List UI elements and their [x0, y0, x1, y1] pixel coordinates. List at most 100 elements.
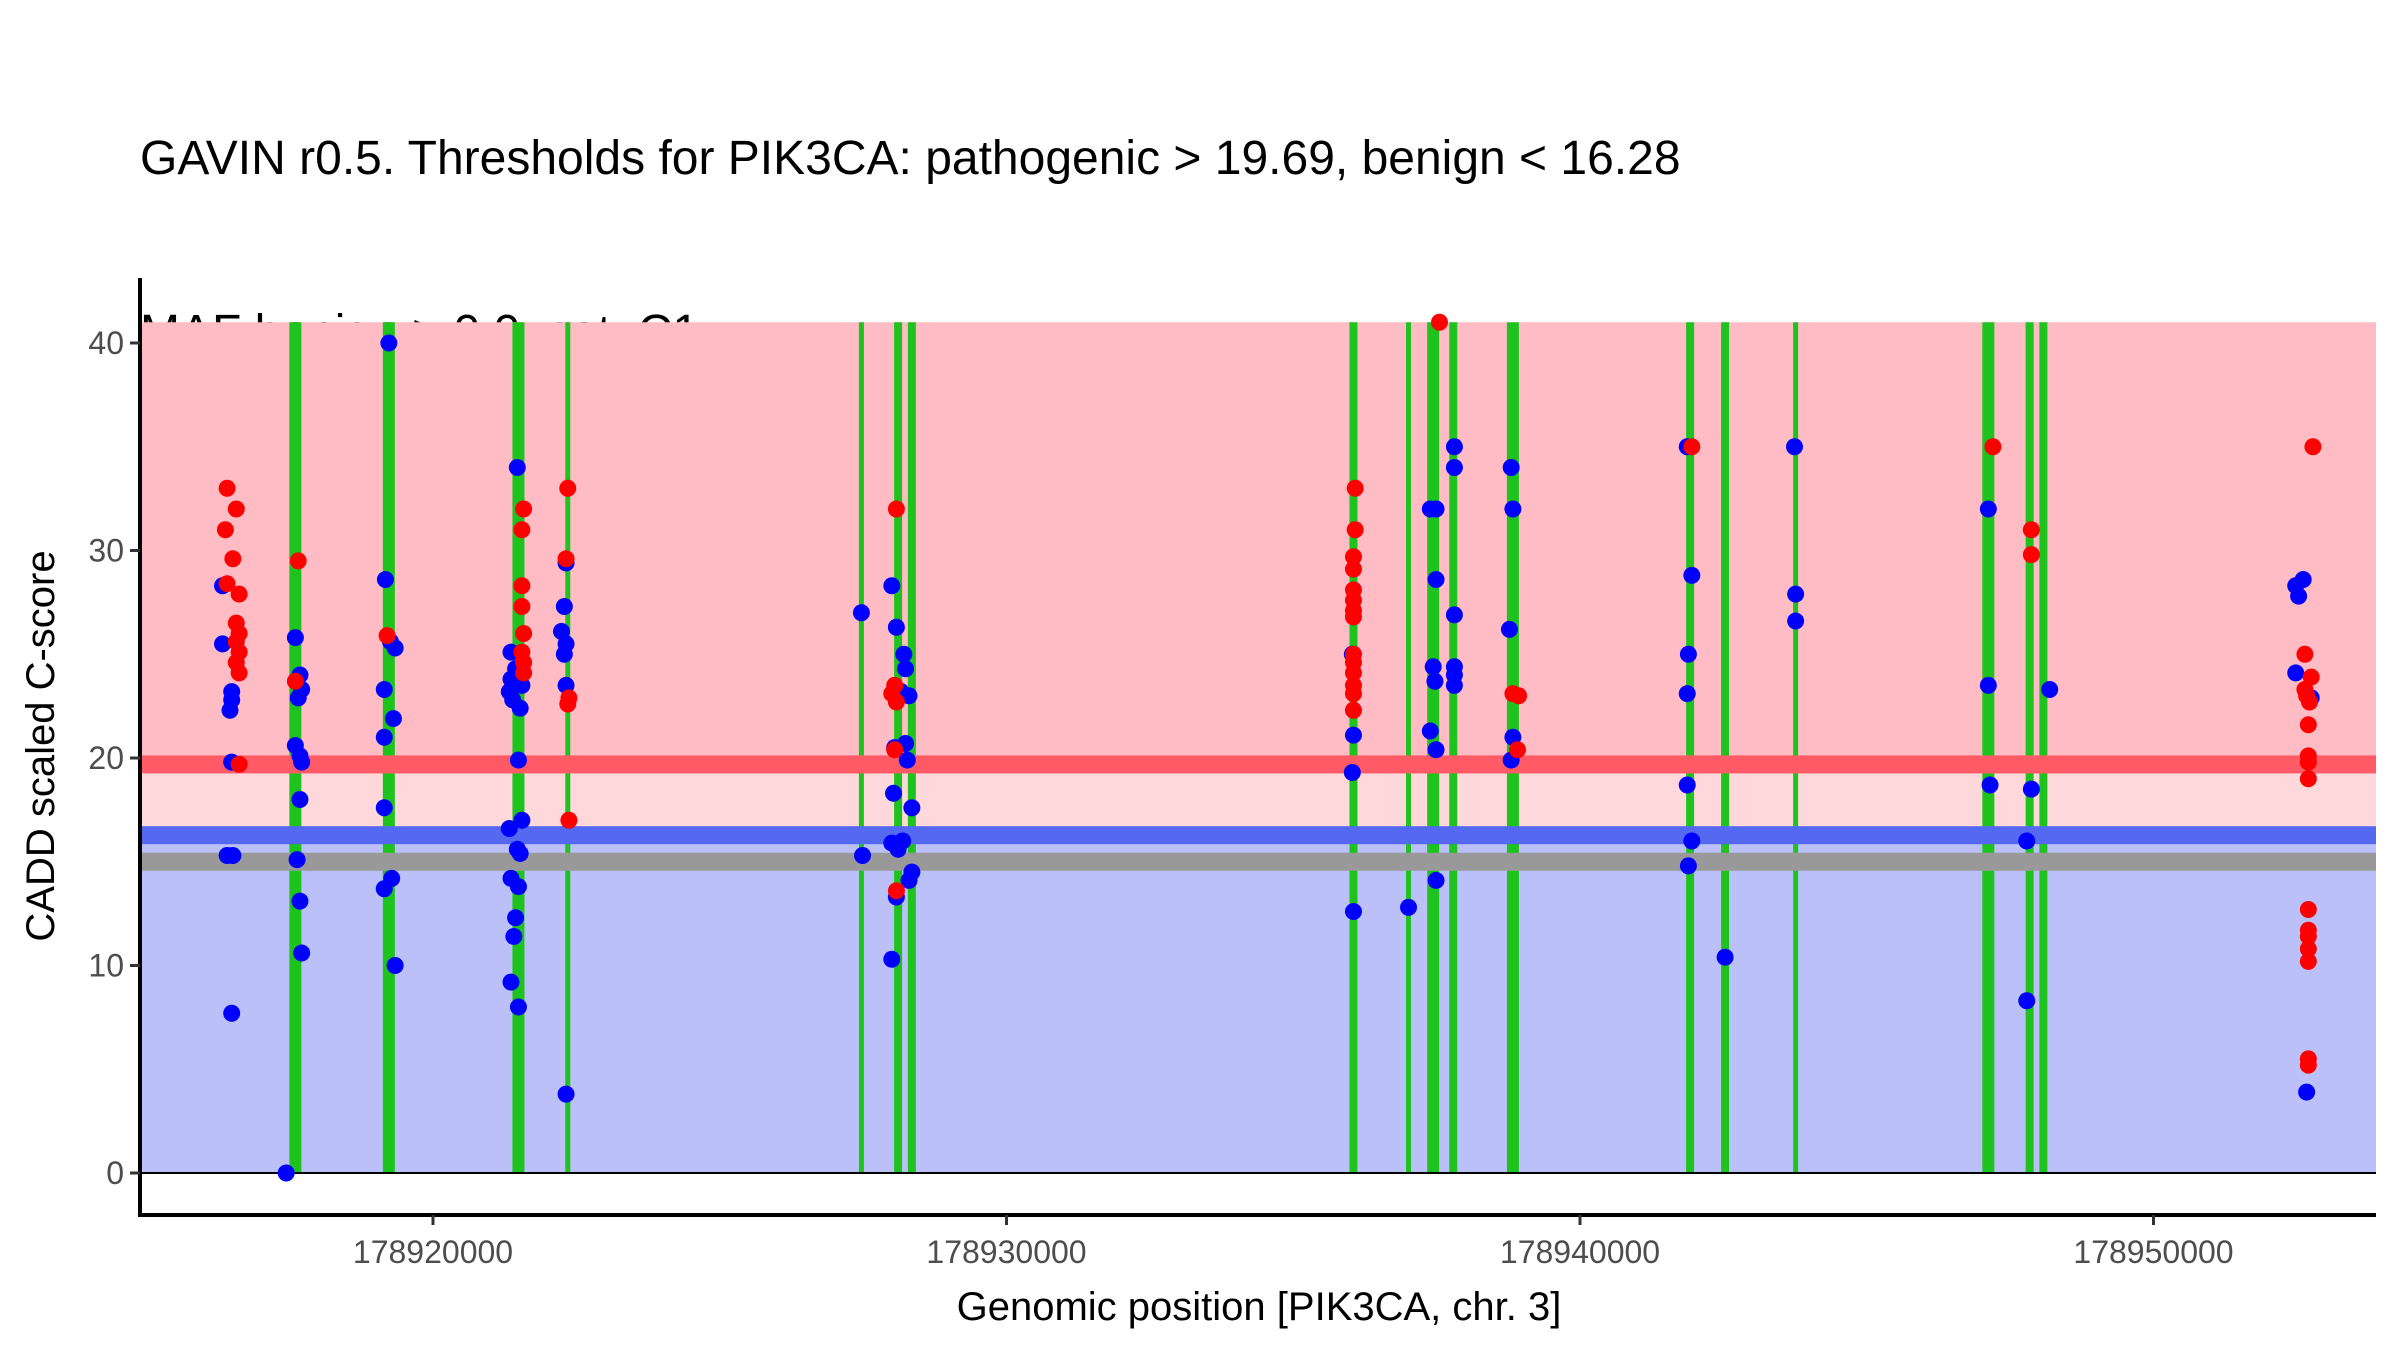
benign-variant-point	[511, 699, 529, 717]
pathogenic-variant-point	[1683, 438, 1701, 456]
benign-threshold-band	[142, 826, 2376, 845]
y-axis-title: CADD scaled C-score	[19, 550, 63, 941]
pathogenic-variant-point	[1430, 313, 1448, 331]
pathogenic-variant-point	[560, 811, 578, 829]
benign-variant-point	[2018, 992, 2036, 1010]
benign-variant-point	[1343, 764, 1361, 782]
benign-variant-point	[1502, 459, 1520, 476]
y-tick-label: 20	[88, 740, 124, 776]
benign-variant-point	[223, 1004, 241, 1022]
benign-variant-point	[1678, 685, 1696, 703]
y-tick-label: 40	[88, 325, 124, 361]
pathogenic-variant-point	[2299, 927, 2317, 945]
benign-variant-point	[2298, 1083, 2316, 1101]
benign-variant-point	[557, 1085, 575, 1103]
benign-variant-point	[1445, 606, 1463, 624]
benign-variant-point	[1679, 645, 1697, 663]
y-tick-label: 30	[88, 533, 124, 569]
benign-variant-point	[1504, 500, 1522, 518]
benign-variant-point	[291, 892, 309, 910]
benign-variant-point	[1979, 500, 1997, 518]
benign-variant-point	[1678, 776, 1696, 794]
pathogenic-variant-point	[1510, 687, 1528, 705]
benign-variant-point	[513, 811, 531, 829]
benign-variant-point	[224, 847, 242, 865]
pathogenic-variant-point	[2299, 900, 2317, 918]
benign-variant-point	[1424, 658, 1442, 676]
exon-line	[1449, 322, 1458, 1173]
pathogenic-variant-point	[886, 741, 904, 759]
benign-variant-point	[852, 604, 870, 622]
x-tick-label: 178930000	[926, 1234, 1086, 1270]
exon-line	[1349, 322, 1358, 1173]
benign-variant-point	[903, 799, 921, 817]
benign-variant-point	[1445, 676, 1463, 694]
benign-variant-point	[2287, 664, 2305, 682]
pathogenic-variant-point	[1508, 741, 1526, 759]
benign-variant-point	[1445, 459, 1463, 476]
pathogenic-variant-point	[2299, 1056, 2317, 1074]
benign-variant-point	[288, 851, 306, 869]
benign-variant-point	[883, 950, 901, 968]
benign-variant-point	[1344, 726, 1362, 744]
pathogenic-threshold-band	[142, 755, 2376, 774]
pathogenic-variant-point	[230, 664, 248, 682]
benign-variant-point	[1979, 676, 1997, 694]
benign-variant-point	[885, 784, 903, 802]
benign-variant-point	[1683, 566, 1701, 584]
pathogenic-variant-point	[1344, 560, 1362, 578]
y-axis-ticks: 0 10 20 30 40	[88, 325, 140, 1191]
pathogenic-variant-point	[559, 695, 577, 713]
benign-variant-point	[1716, 948, 1734, 966]
exon-line	[2025, 322, 2034, 1173]
exon-line	[1793, 322, 1799, 1173]
benign-variant-point	[895, 645, 913, 663]
benign-variant-point	[293, 944, 311, 962]
pathogenic-variant-point	[513, 577, 531, 595]
benign-variant-point	[2022, 780, 2040, 798]
threshold-bands	[142, 755, 2376, 871]
x-tick-label: 178940000	[1500, 1234, 1660, 1270]
benign-variant-point	[2294, 571, 2312, 589]
x-tick-label: 178920000	[353, 1234, 513, 1270]
benign-variant-point	[1500, 620, 1518, 638]
benign-variant-point	[214, 635, 232, 653]
benign-variant-point	[1427, 741, 1445, 759]
exon-line	[1982, 322, 1995, 1173]
benign-variant-point	[897, 660, 915, 678]
benign-variant-point	[508, 459, 526, 476]
benign-variant-point	[507, 909, 525, 927]
pathogenic-variant-point	[515, 664, 533, 682]
pathogenic-variant-point	[2300, 693, 2318, 711]
pathogenic-variant-point	[289, 552, 307, 570]
pathogenic-variant-point	[218, 479, 236, 497]
benign-variant-point	[375, 799, 393, 817]
benign-variant-point	[2290, 587, 2308, 605]
pathogenic-variant-point	[230, 585, 248, 603]
benign-variant-point	[900, 687, 918, 705]
pathogenic-variant-point	[230, 755, 248, 773]
pathogenic-variant-point	[224, 550, 242, 568]
pathogenic-variant-point	[515, 625, 533, 642]
pathogenic-variant-point	[887, 882, 905, 900]
exon-line	[382, 322, 395, 1173]
pathogenic-variant-point	[1344, 548, 1362, 566]
benign-variant-point	[1427, 871, 1445, 889]
pathogenic-variant-point	[218, 575, 236, 593]
y-tick-label: 10	[88, 948, 124, 984]
benign-variant-point	[286, 629, 304, 647]
benign-variant-point	[293, 753, 311, 771]
pathogenic-variant-point	[286, 672, 304, 690]
benign-variant-point	[277, 1164, 295, 1182]
benign-variant-point	[889, 840, 907, 858]
pathogenic-variant-point	[2299, 940, 2317, 958]
benign-variant-point	[898, 751, 916, 769]
pathogenic-variant-point	[1344, 608, 1362, 626]
pathogenic-variant-point	[1346, 521, 1364, 539]
benign-variant-point	[375, 880, 393, 898]
benign-variant-point	[1427, 500, 1445, 518]
benign-variant-point	[386, 957, 404, 974]
benign-variant-point	[502, 973, 520, 991]
pathogenic-variant-point	[2299, 770, 2317, 788]
pathogenic-variant-point	[887, 500, 905, 518]
